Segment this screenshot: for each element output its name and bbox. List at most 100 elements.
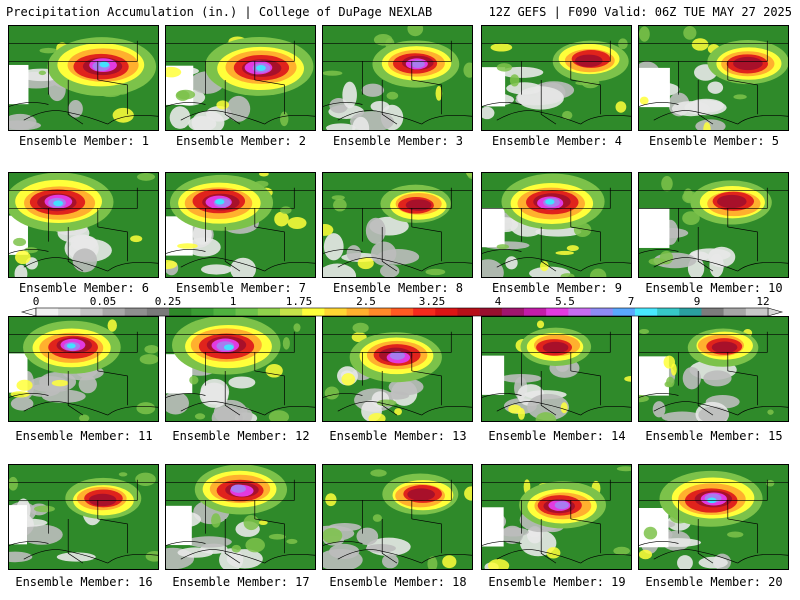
precip-cell (463, 62, 472, 78)
state-boundary (570, 79, 601, 115)
colorbar-min-arrow (20, 307, 37, 317)
dry-area (529, 266, 571, 277)
colorbar-swatch (546, 308, 569, 316)
state-boundary (323, 60, 363, 95)
state-boundary (580, 114, 631, 125)
state-boundary (653, 257, 738, 272)
state-boundary (180, 401, 265, 416)
dry-area (661, 411, 704, 421)
state-boundary (697, 226, 714, 272)
precip-contour (407, 488, 435, 501)
precip-cell (258, 520, 268, 526)
state-boundary (411, 226, 442, 262)
state-boundary (264, 261, 315, 272)
state-boundary (9, 249, 49, 254)
ensemble-member-label: Ensemble Member: 5 (648, 134, 780, 148)
precip-cell (24, 247, 38, 254)
ensemble-member-label: Ensemble Member: 8 (332, 281, 464, 295)
precip-contour (542, 341, 569, 354)
precip-map-svg (482, 317, 631, 421)
state-boundary (411, 187, 452, 209)
state-boundary (9, 541, 49, 546)
state-boundary (323, 207, 363, 242)
state-boundary (97, 79, 128, 115)
state-boundary (496, 401, 581, 416)
state-boundary (67, 226, 84, 272)
state-boundary (23, 549, 108, 564)
dry-area (384, 391, 410, 400)
dry-area (228, 376, 256, 389)
state-boundary (166, 102, 206, 107)
state-boundary (411, 40, 452, 62)
state-boundary (166, 541, 206, 546)
precip-cell (324, 386, 340, 400)
state-boundary (323, 393, 363, 398)
precip-cell (137, 173, 156, 181)
precip-contour (223, 344, 234, 351)
state-boundary (496, 257, 581, 272)
no-precip-area (482, 507, 504, 547)
colorbar-swatch (213, 308, 236, 316)
precip-contour (574, 54, 603, 67)
precip-cell (683, 26, 697, 40)
colorbar-swatch (723, 308, 747, 316)
precip-cell (496, 244, 510, 250)
colorbar-swatch (612, 308, 636, 316)
precip-cell (639, 328, 650, 334)
colorbar-outline (35, 307, 769, 317)
precip-map-svg (639, 465, 788, 569)
state-boundary (264, 114, 315, 125)
dry-area (9, 551, 33, 563)
ensemble-member-label: Ensemble Member: 13 (329, 429, 467, 443)
precip-cell (323, 223, 334, 236)
precip-cell (562, 110, 573, 120)
ensemble-member-map (481, 172, 632, 278)
state-boundary (678, 499, 729, 519)
precip-map-svg (9, 317, 158, 421)
colorbar-swatch (568, 308, 591, 316)
precip-cell (589, 268, 607, 277)
precip-cell (560, 402, 568, 414)
state-boundary (727, 187, 768, 209)
precip-cell (243, 515, 260, 531)
dry-area (707, 81, 724, 94)
colorbar-tick-label: 3.25 (419, 296, 446, 308)
state-boundary (737, 261, 788, 272)
state-boundary (570, 370, 601, 406)
precip-cell (766, 479, 775, 487)
colorbar-tick-label: 4 (495, 296, 502, 308)
colorbar-swatch (390, 308, 414, 316)
dry-area (688, 98, 725, 113)
dry-area (201, 264, 232, 275)
colorbar-swatch (745, 308, 769, 316)
state-boundary (639, 249, 679, 254)
state-boundary (337, 257, 422, 272)
colorbar-swatch (435, 308, 458, 316)
state-boundary (411, 518, 442, 554)
precip-contour (405, 199, 432, 211)
dry-area (323, 233, 344, 261)
no-precip-area (482, 355, 505, 395)
state-boundary (97, 226, 128, 262)
dry-area (323, 263, 357, 277)
state-boundary (521, 60, 572, 80)
ensemble-member-map (8, 316, 159, 422)
colorbar-svg: 0 0.05 0.25 1 1.75 2.5 3.25 4 5.5 7 9 12 (20, 295, 784, 317)
precip-cell (573, 222, 592, 238)
precip-cell (51, 379, 69, 387)
state-boundary (107, 405, 158, 416)
no-precip-area (9, 505, 27, 545)
state-boundary (23, 401, 108, 416)
ensemble-member-map (322, 316, 473, 422)
ensemble-member-label: Ensemble Member: 1 (18, 134, 150, 148)
colorbar-swatch (36, 308, 59, 316)
state-boundary (381, 226, 398, 272)
ensemble-member-label: Ensemble Member: 18 (329, 575, 467, 589)
precip-cell (166, 259, 178, 270)
colorbar-max-arrow (767, 307, 784, 317)
state-boundary (337, 549, 422, 564)
ensemble-member-map (8, 464, 159, 570)
state-boundary (411, 370, 442, 406)
precip-cell (9, 476, 19, 491)
state-boundary (580, 553, 631, 564)
